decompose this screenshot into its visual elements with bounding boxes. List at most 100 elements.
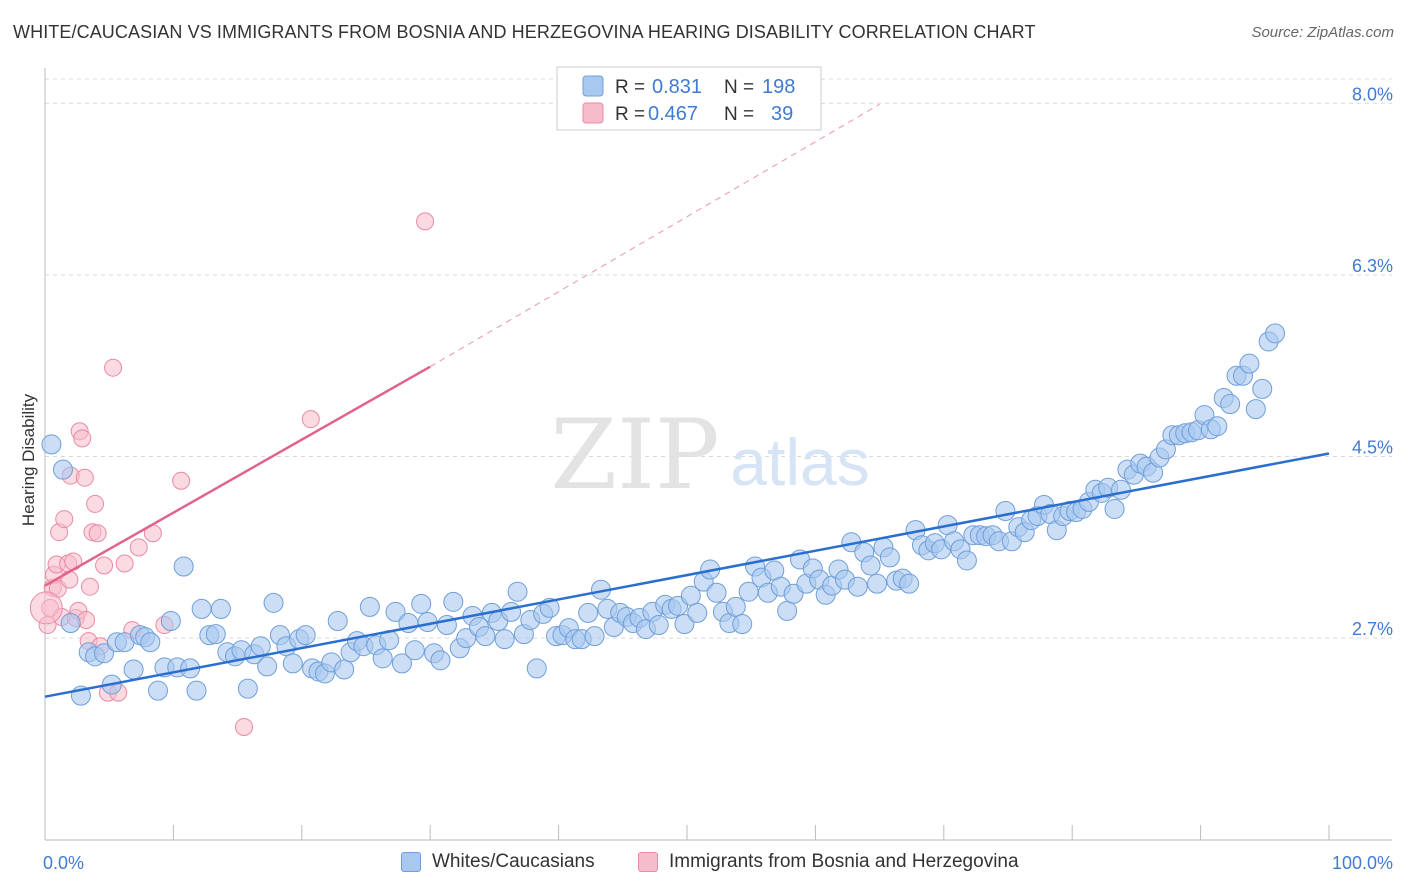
data-point-whites	[263, 592, 284, 613]
data-point-whites	[123, 659, 144, 680]
legend-item-whites[interactable]: Whites/Caucasians	[401, 851, 595, 873]
data-point-bosnia	[88, 524, 107, 543]
data-point-whites	[584, 626, 605, 647]
data-point-whites	[140, 632, 161, 653]
data-point-whites	[60, 613, 81, 634]
data-point-whites	[411, 593, 432, 614]
data-point-whites	[526, 658, 547, 679]
source-credit: Source: ZipAtlas.com	[1251, 24, 1394, 41]
data-point-whites	[687, 602, 708, 623]
data-point-whites	[282, 653, 303, 674]
data-point-whites	[1110, 479, 1131, 500]
y-tick-label: 2.7%	[1352, 619, 1393, 639]
legend-n-label-2: N =	[724, 104, 754, 125]
data-point-whites	[1245, 399, 1266, 420]
data-point-bosnia	[29, 591, 63, 625]
x-tick-labels: 0.0% 100.0%	[43, 853, 1393, 873]
watermark-zip: ZIP	[550, 399, 719, 511]
data-point-whites	[995, 500, 1016, 521]
legend-swatch-whites	[401, 852, 421, 872]
trendline-whites	[44, 452, 1330, 698]
data-point-whites	[1239, 353, 1260, 374]
legend-swatch-pink	[582, 102, 604, 124]
data-point-whites	[359, 596, 380, 617]
data-point-bosnia	[80, 577, 99, 596]
data-point-whites	[494, 629, 515, 650]
data-point-bosnia	[73, 429, 92, 448]
data-point-whites	[899, 573, 920, 594]
legend-swatch-blue	[582, 75, 604, 97]
data-point-whites	[1252, 378, 1273, 399]
data-point-bosnia	[301, 410, 320, 429]
data-point-whites	[501, 601, 522, 622]
data-point-whites	[867, 573, 888, 594]
data-point-whites	[674, 614, 695, 635]
legend-r-value-2: 0.467	[648, 103, 698, 125]
data-point-bosnia	[416, 212, 435, 231]
legend-series: Whites/Caucasians Immigrants from Bosnia…	[0, 851, 1406, 879]
data-point-whites	[210, 598, 231, 619]
legend-n-value-1: 198	[762, 76, 795, 98]
data-point-whites	[1104, 498, 1125, 519]
trendline-bosnia	[44, 365, 431, 587]
data-point-whites	[732, 614, 753, 635]
data-point-whites	[391, 653, 412, 674]
legend-label-whites: Whites/Caucasians	[432, 851, 595, 872]
legend-n-value-2: 39	[771, 103, 793, 125]
legend-item-bosnia[interactable]: Immigrants from Bosnia and Herzegovina	[638, 851, 1019, 873]
data-point-whites	[1265, 323, 1286, 344]
data-point-whites	[385, 601, 406, 622]
data-point-whites	[257, 656, 278, 677]
y-tick-labels: 2.7% 4.5% 6.3% 8.0%	[1352, 84, 1393, 639]
data-point-whites	[205, 624, 226, 645]
trendlines	[44, 103, 1330, 698]
data-point-bosnia	[60, 570, 79, 589]
data-point-whites	[578, 602, 599, 623]
data-point-whites	[191, 598, 212, 619]
data-point-whites	[956, 550, 977, 571]
data-point-whites	[430, 650, 451, 671]
legend-label-bosnia: Immigrants from Bosnia and Herzegovina	[669, 851, 1019, 872]
data-point-whites	[1220, 394, 1241, 415]
data-point-bosnia	[172, 471, 191, 490]
data-point-whites	[879, 547, 900, 568]
data-point-bosnia	[55, 510, 74, 529]
data-point-whites	[250, 636, 271, 657]
data-point-whites	[507, 581, 528, 602]
data-point-whites	[404, 640, 425, 661]
data-point-whites	[777, 600, 798, 621]
data-point-whites	[94, 643, 115, 664]
chart-title: WHITE/CAUCASIAN VS IMMIGRANTS FROM BOSNI…	[13, 22, 1036, 42]
data-point-bosnia	[86, 494, 105, 513]
legend-r-label-2: R =	[615, 104, 645, 125]
data-point-whites	[41, 434, 62, 455]
data-point-whites	[327, 611, 348, 632]
blue-series-points	[41, 323, 1286, 706]
data-point-bosnia	[129, 538, 148, 557]
data-point-whites	[706, 582, 727, 603]
x-tick-label-max: 100.0%	[1332, 853, 1393, 873]
data-point-whites	[1207, 416, 1228, 437]
legend-r-label-1: R =	[615, 77, 645, 98]
x-tick-label-min: 0.0%	[43, 853, 84, 873]
y-tick-label: 8.0%	[1352, 84, 1393, 104]
data-point-whites	[475, 626, 496, 647]
data-point-whites	[237, 678, 258, 699]
trendline-bosnia-extension	[429, 103, 880, 368]
data-point-whites	[648, 615, 669, 636]
data-point-bosnia	[115, 554, 134, 573]
data-point-whites	[847, 576, 868, 597]
legend-r-value-1: 0.831	[652, 76, 702, 98]
data-point-bosnia	[235, 717, 254, 736]
data-point-whites	[160, 611, 181, 632]
data-point-whites	[372, 648, 393, 669]
y-tick-label: 6.3%	[1352, 256, 1393, 276]
data-point-bosnia	[95, 556, 114, 575]
data-point-whites	[52, 459, 73, 480]
data-point-whites	[295, 625, 316, 646]
y-axis-label: Hearing Disability	[19, 393, 38, 526]
y-tick-label: 4.5%	[1352, 438, 1393, 458]
data-point-bosnia	[104, 358, 123, 377]
watermark-atlas: atlas	[730, 425, 869, 499]
